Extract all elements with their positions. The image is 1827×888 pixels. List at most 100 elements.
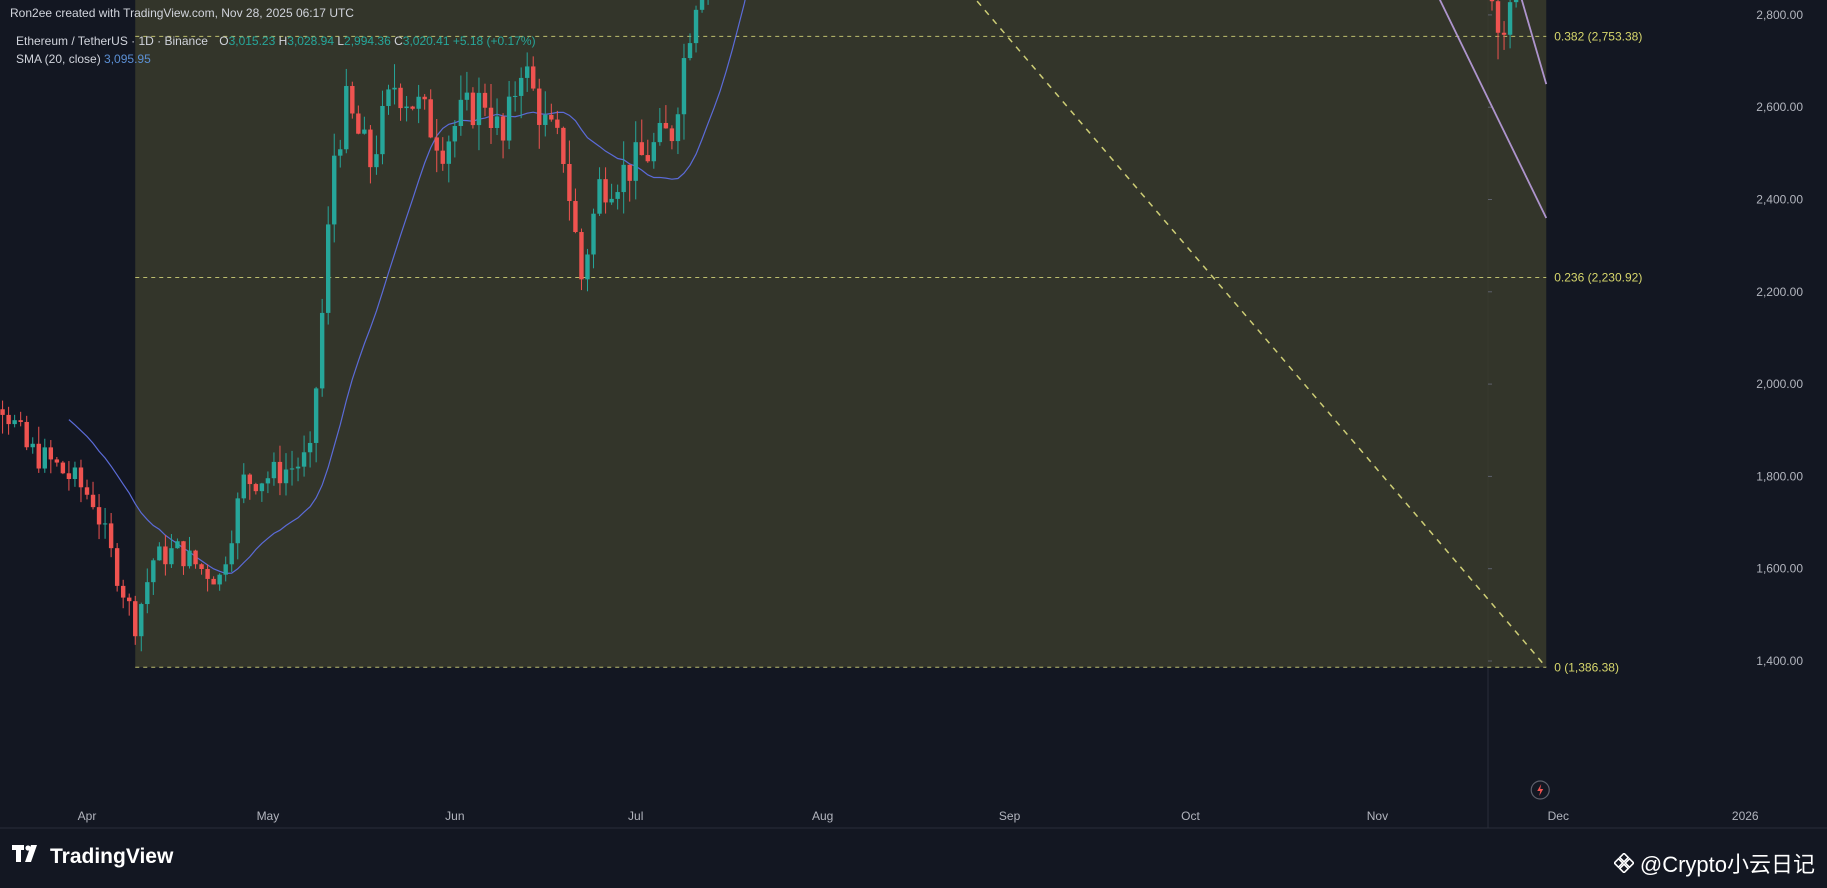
candle-body [452,125,458,142]
ohlc-legend-row[interactable]: Ethereum / TetherUS · 1D · Binance O3,01… [16,32,536,50]
chart-author-header: Ron2ee created with TradingView.com, Nov… [10,6,354,20]
candle-body [428,99,433,138]
close-value: 3,020.41 [402,34,450,48]
candle-body [506,96,512,141]
time-axis-label: May [257,809,280,823]
candle-body [555,119,560,128]
candle-body [591,213,596,255]
time-axis-label: Sep [999,809,1021,823]
candle-body [90,494,96,508]
events-icon [1530,780,1550,800]
candle-body [78,467,84,488]
time-axis-label: Jun [445,809,464,823]
candle-body [681,58,687,115]
candle-body [470,92,476,126]
candle-body [524,66,530,78]
candle-body [687,43,693,59]
price-axis-label: 1,600.00 [1756,562,1803,576]
candle-body [0,409,5,415]
candle-body [416,96,421,109]
candle-body [18,420,23,422]
candle-body [597,179,602,214]
lightning-icon [1537,784,1544,796]
candle-body [241,474,246,499]
fib-level-label: 0 (1,386.38) [1554,660,1619,674]
candle-body [458,99,464,126]
candle-body [265,478,271,484]
change-value: +5.18 (+0.17%) [452,34,536,48]
candle-body [392,87,397,90]
candles-group [0,0,1519,652]
binance-square-icon [1612,852,1635,874]
candle-body [434,137,439,151]
candle-body [301,452,307,467]
time-axis-label: Aug [812,809,833,823]
price-axis-label: 2,000.00 [1756,377,1803,391]
candle-body [114,548,120,586]
candle-body [259,483,265,492]
source-watermark: @Crypto小云日记 [1612,847,1815,879]
tradingview-brand[interactable]: TradingView [12,845,173,869]
candle-body [96,507,102,525]
candle-body [326,224,331,313]
candle-body [512,95,518,97]
price-axis-label: 1,400.00 [1756,654,1803,668]
time-axis-label: Jul [628,809,643,823]
price-axis-label: 2,600.00 [1756,100,1803,114]
fib-level-label: 0.236 (2,230.92) [1554,271,1642,285]
candle-body [1495,1,1501,33]
candle-body [6,414,11,425]
candle-body [579,232,584,280]
candle-body [362,129,367,134]
candle-body [398,87,403,109]
candle-body [277,461,283,484]
candle-body [145,582,150,605]
candle-body [651,142,657,162]
time-axis-label: 2026 [1732,809,1759,823]
candle-body [573,201,578,233]
candle-body [567,163,572,202]
candle-body [543,114,548,125]
candle-body [72,467,78,480]
fib-level-label: 0.382 (2,753.38) [1554,29,1642,43]
candle-body [476,92,482,126]
time-axis-label: Nov [1367,809,1388,823]
candle-body [217,574,222,585]
candle-body [193,550,198,565]
candle-body [108,523,114,549]
candle-body [609,198,614,203]
open-value: 3,015.23 [228,34,276,48]
candle-body [1489,0,1495,2]
high-label: H [278,34,288,48]
candle-body [561,127,566,164]
sma-value: 3,095.95 [104,52,151,66]
chart-legend: Ethereum / TetherUS · 1D · Binance O3,01… [16,32,536,68]
candle-body [229,543,234,565]
candle-body [669,128,675,142]
candle-body [332,155,337,225]
fib-zone [135,0,1547,668]
candle-body [488,107,494,128]
candle-body [386,89,391,106]
candle-body [350,86,355,114]
sma-legend-row[interactable]: SMA (20, close) 3,095.95 [16,50,536,68]
candle-body [24,421,29,448]
candle-body [235,498,240,544]
candle-body [36,443,41,469]
candle-body [675,114,681,142]
candle-body [374,154,379,168]
low-label: L [337,34,345,48]
candle-body [518,77,524,96]
candle-body [464,92,470,100]
price-axis-label: 2,200.00 [1756,285,1803,299]
candle-body [657,122,663,143]
candle-body [187,550,192,567]
sma-20-line [68,0,746,575]
candle-body [102,523,108,525]
tradingview-logo-icon [12,845,42,869]
symbol-label[interactable]: Ethereum / TetherUS · 1D · Binance [16,34,208,48]
candle-body [1501,32,1507,35]
candle-body [663,122,669,129]
candle-body [313,388,319,443]
